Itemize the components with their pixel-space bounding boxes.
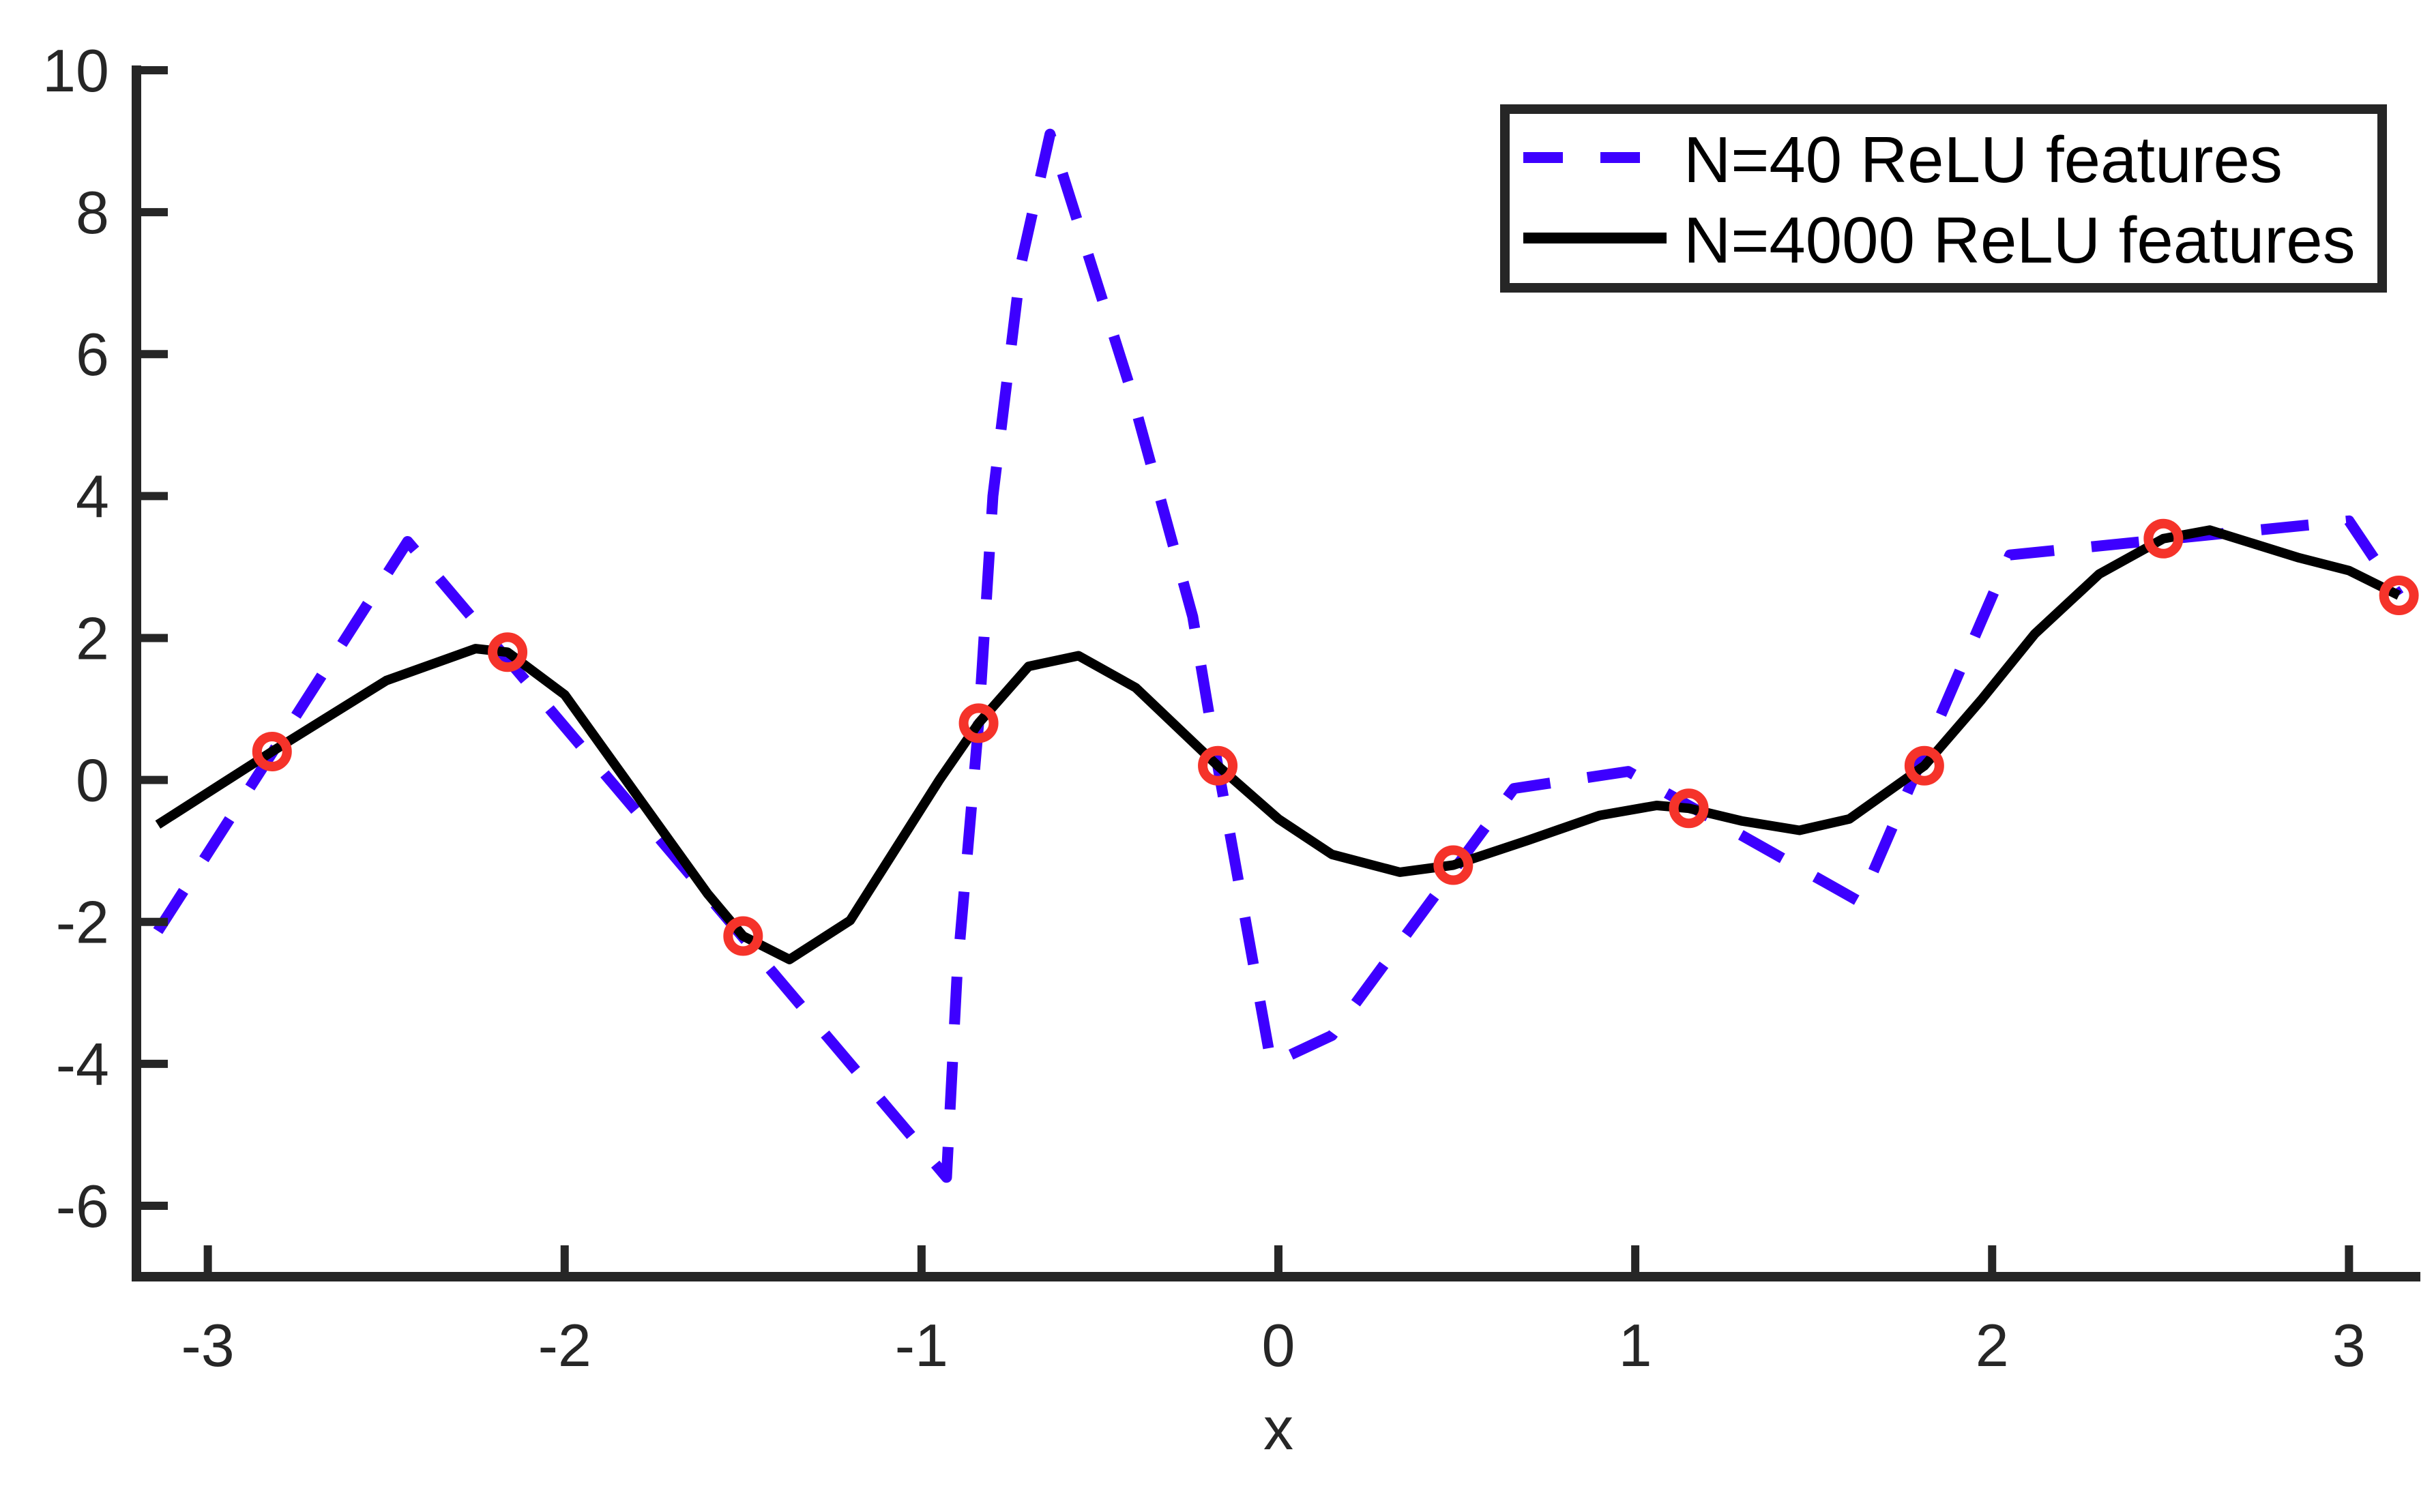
y-tick-label: 8 — [76, 179, 109, 246]
y-tick-label: 4 — [76, 462, 109, 530]
x-tick-label: 2 — [1976, 1311, 2009, 1379]
y-tick-label: 10 — [42, 37, 109, 104]
y-tick-label: 6 — [76, 321, 109, 388]
legend-item-n4000: N=4000 ReLU features — [1523, 204, 2356, 277]
y-tick-label: -4 — [56, 1031, 109, 1098]
y-tick-label: 0 — [76, 747, 109, 814]
data-point-marker — [1669, 788, 1709, 829]
y-tick-label: -2 — [56, 889, 109, 956]
legend-label: N=40 ReLU features — [1684, 123, 2283, 196]
data-point-marker — [2143, 518, 2184, 559]
x-axis-ticks: -3 -2 -1 0 1 2 3 — [181, 1245, 2366, 1379]
legend-label: N=4000 ReLU features — [1684, 204, 2356, 277]
data-point-marker — [723, 916, 763, 956]
x-tick-label: 3 — [2332, 1311, 2366, 1379]
plot-series — [153, 128, 2419, 1183]
axes: -6 -4 -2 0 2 4 6 8 10 -3 -2 -1 0 1 2 3 x — [42, 37, 2420, 1462]
x-axis-label: x — [1263, 1395, 1293, 1462]
y-tick-label: 2 — [76, 604, 109, 672]
x-tick-label: -3 — [181, 1311, 235, 1379]
data-point-marker — [1433, 845, 1473, 885]
y-axis-ticks: -6 -4 -2 0 2 4 6 8 10 — [42, 37, 168, 1240]
series-n4000-solid-line — [155, 525, 2401, 964]
x-tick-label: 0 — [1262, 1311, 1295, 1379]
x-tick-label: 1 — [1619, 1311, 1652, 1379]
legend-box — [1500, 104, 2387, 293]
data-point-marker — [958, 703, 999, 743]
data-point-marker — [252, 731, 292, 771]
data-point-marker — [2379, 576, 2419, 616]
y-tick-label: -6 — [56, 1172, 109, 1240]
x-tick-label: -1 — [895, 1311, 948, 1379]
data-point-marker — [488, 632, 528, 672]
data-point-marker — [1198, 745, 1238, 786]
legend-item-n40: N=40 ReLU features — [1523, 123, 2283, 196]
training-points — [252, 518, 2419, 956]
data-point-marker — [1904, 745, 1944, 786]
x-tick-label: -2 — [538, 1311, 591, 1379]
legend: N=40 ReLU features N=4000 ReLU features — [1500, 104, 2387, 293]
series-n40-dashed-line — [153, 128, 2404, 1183]
